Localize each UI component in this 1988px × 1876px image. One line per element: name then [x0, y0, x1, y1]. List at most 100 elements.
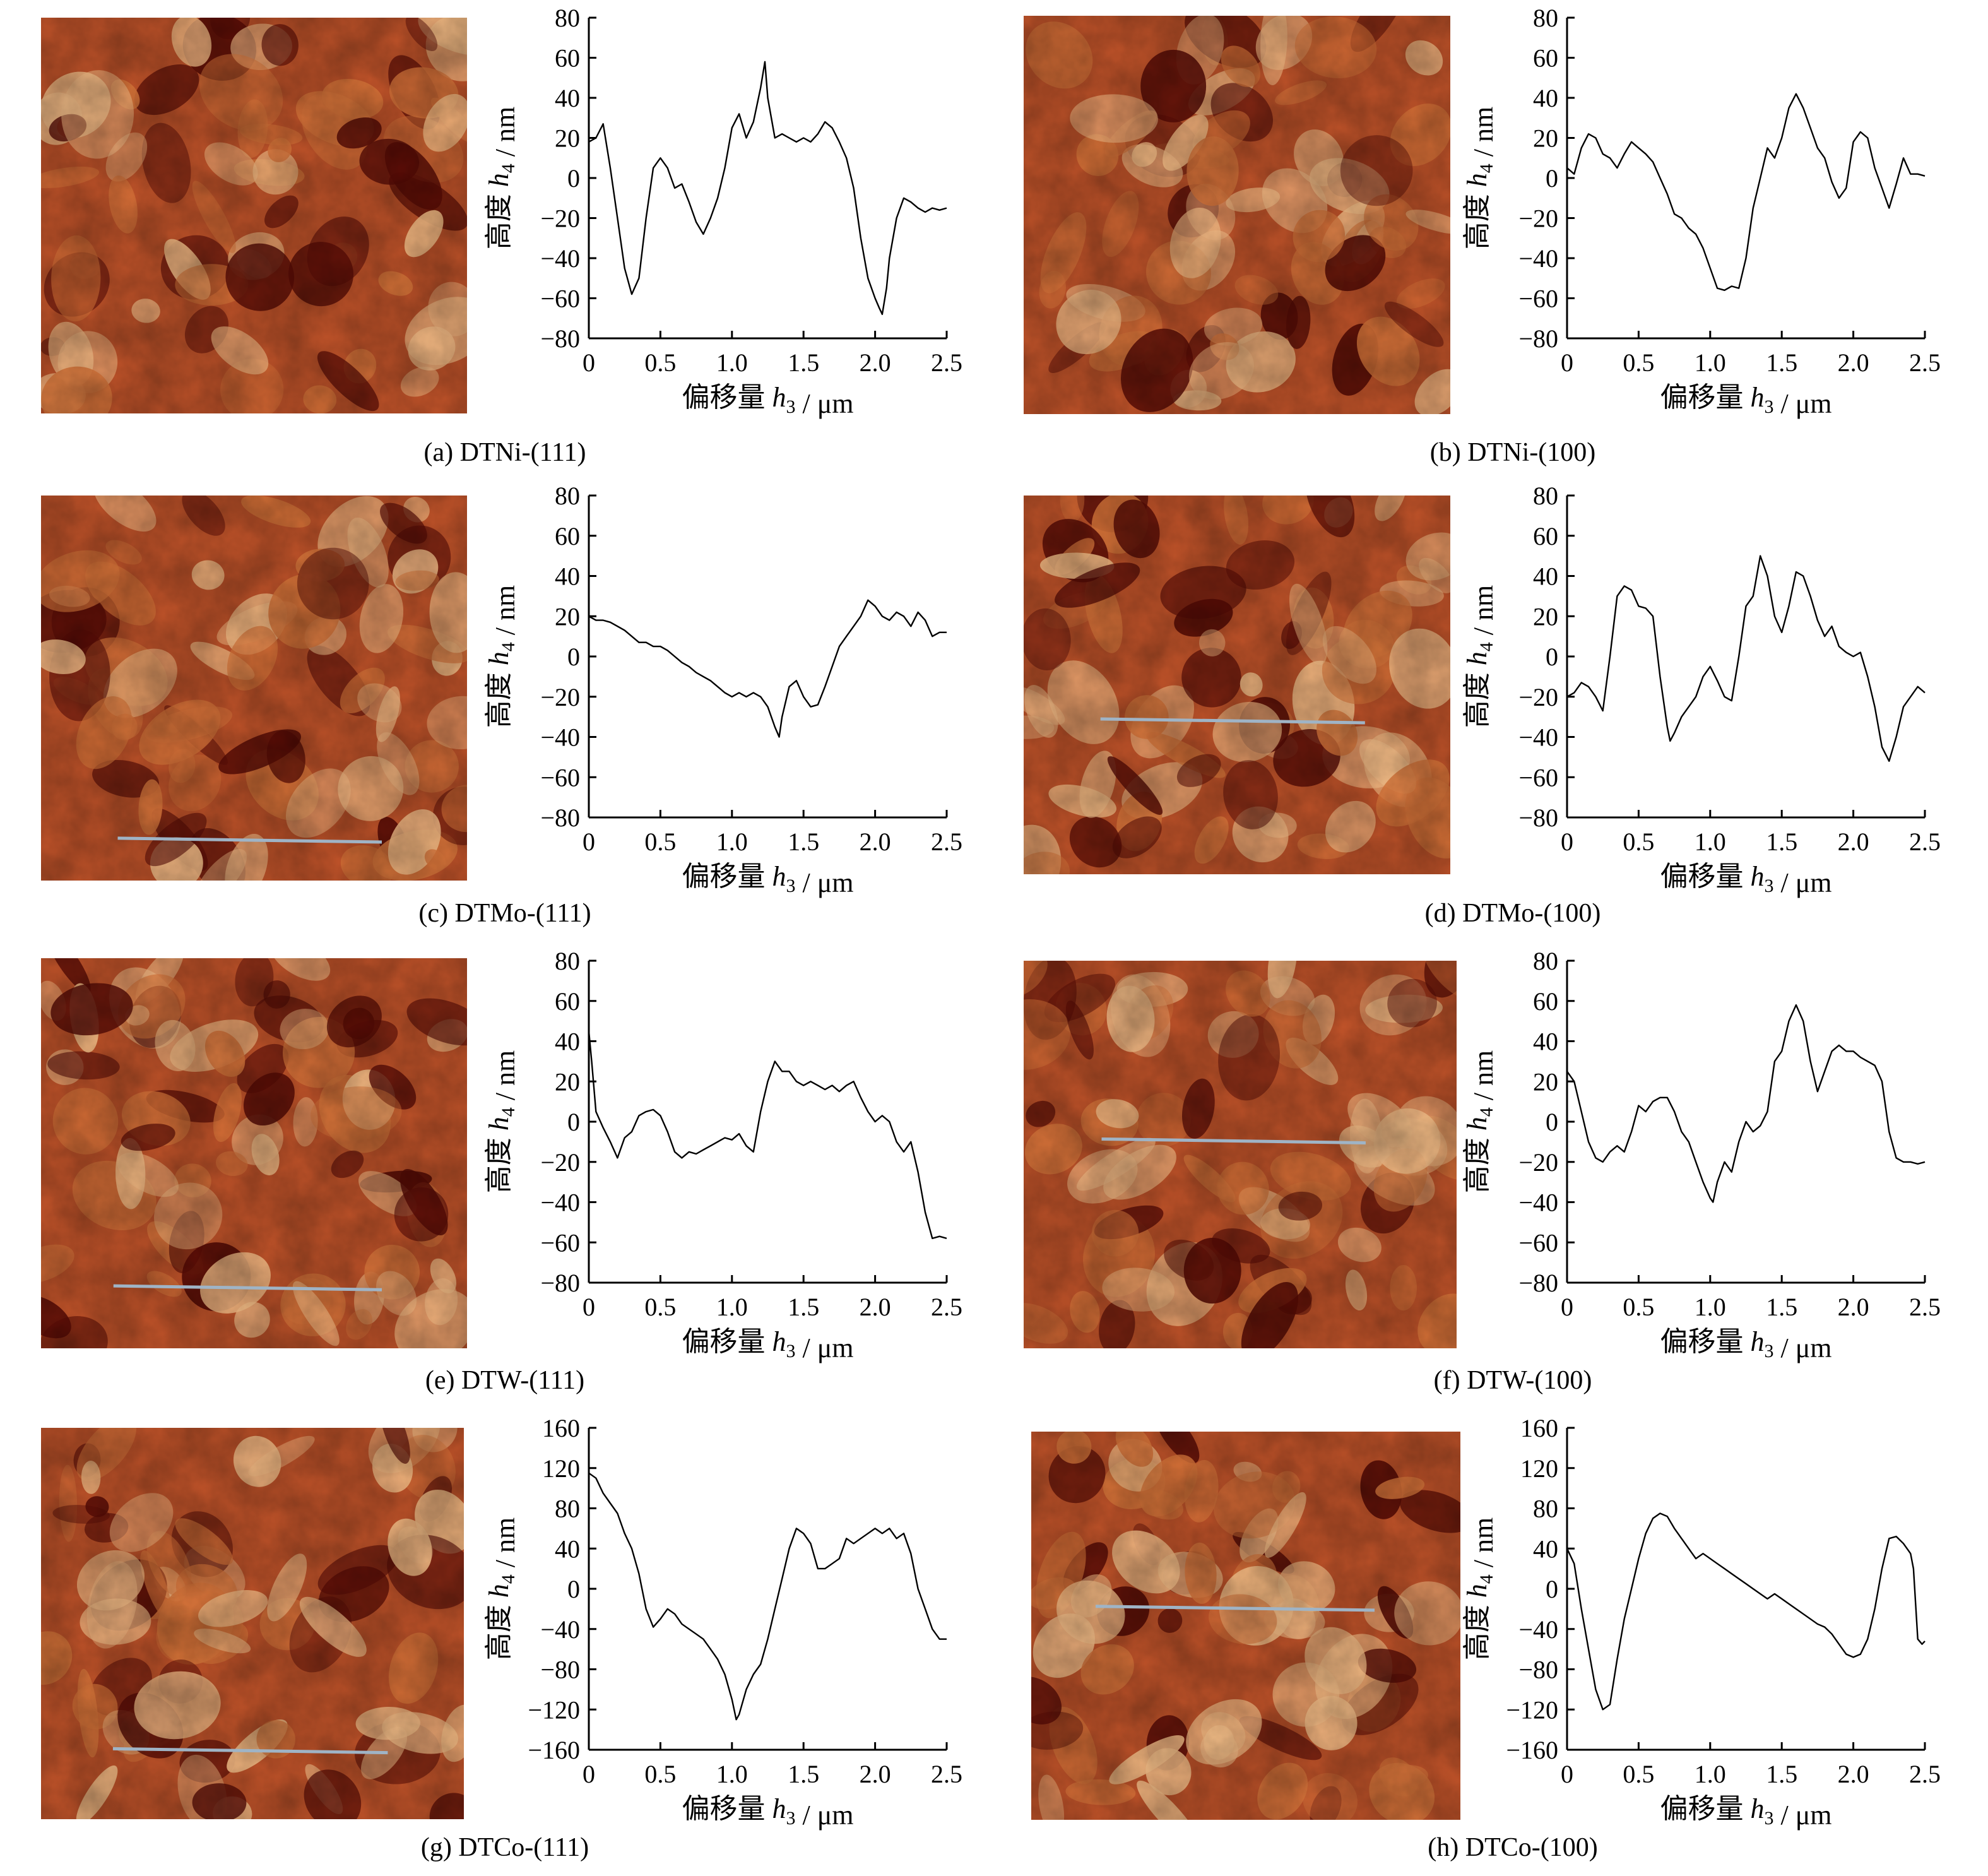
- x-tick-label: 0: [583, 348, 595, 377]
- y-tick-label: −20: [1518, 205, 1558, 233]
- y-tick-label: −80: [1518, 324, 1558, 353]
- x-tick-label: 0: [1561, 348, 1573, 377]
- x-tick-label: 0: [583, 828, 595, 856]
- x-axis-label: 偏移量 h3 / μm: [1660, 861, 1831, 898]
- y-tick-label: 0: [567, 1575, 580, 1603]
- y-tick-label: −60: [540, 1228, 580, 1257]
- x-tick-label: 1.0: [716, 1293, 748, 1321]
- y-tick-label: −80: [540, 1656, 580, 1684]
- y-axis-label: 高度 h4 / nm: [1462, 107, 1499, 249]
- y-tick-label: 80: [1533, 947, 1558, 975]
- y-tick-label: 120: [542, 1454, 580, 1483]
- y-tick-label: 40: [555, 562, 580, 591]
- y-axis-label: 高度 h4 / nm: [1462, 585, 1499, 728]
- x-tick-label: 2.0: [860, 828, 891, 856]
- x-tick-label: 0.5: [644, 828, 676, 856]
- x-tick-label: 0.5: [1623, 1760, 1654, 1788]
- y-tick-label: −20: [1518, 683, 1558, 711]
- x-tick-label: 0.5: [1623, 1293, 1654, 1321]
- panel-caption: (e) DTW-(111): [425, 1366, 584, 1395]
- y-tick-label: 80: [1533, 1495, 1558, 1523]
- afm-texture: [1031, 1432, 1460, 1820]
- x-tick-label: 2.0: [860, 1760, 891, 1788]
- y-tick-label: 60: [555, 44, 580, 73]
- height-profile-line: [1566, 1512, 1926, 1711]
- afm-image: [1024, 961, 1457, 1348]
- afm-image: [1024, 496, 1450, 874]
- afm-image: [41, 958, 467, 1348]
- x-tick-label: 2.0: [1838, 1293, 1869, 1321]
- y-tick-label: 80: [555, 947, 580, 975]
- afm-texture: [41, 18, 467, 413]
- y-tick-label: 160: [542, 1414, 580, 1442]
- x-tick-label: 0.5: [1623, 348, 1654, 377]
- y-tick-label: 160: [1520, 1414, 1558, 1442]
- x-tick-label: 0.5: [644, 348, 676, 377]
- y-tick-label: −40: [540, 1189, 580, 1217]
- y-tick-label: 40: [555, 84, 580, 112]
- x-tick-label: 0: [583, 1293, 595, 1321]
- y-axis-label: 高度 h4 / nm: [1462, 1050, 1499, 1193]
- y-tick-label: 0: [1546, 164, 1558, 193]
- y-tick-label: −120: [1506, 1695, 1558, 1724]
- afm-image: [41, 1428, 464, 1819]
- x-tick-label: 2.0: [1838, 348, 1869, 377]
- x-axis-label: 偏移量 h3 / μm: [1660, 382, 1831, 419]
- afm-texture: [41, 1428, 464, 1819]
- y-tick-label: 0: [1546, 643, 1558, 671]
- y-tick-label: −60: [540, 763, 580, 792]
- y-tick-label: 20: [1533, 124, 1558, 153]
- x-tick-label: 1.0: [1695, 1760, 1726, 1788]
- x-tick-label: 0: [1561, 828, 1573, 856]
- afm-texture: [41, 958, 467, 1348]
- x-tick-label: 0.5: [1623, 828, 1654, 856]
- x-axis-label: 偏移量 h3 / μm: [682, 382, 853, 419]
- y-tick-label: −80: [1518, 1656, 1558, 1684]
- y-tick-label: 40: [1533, 1028, 1558, 1056]
- x-axis-label: 偏移量 h3 / μm: [1660, 1326, 1831, 1363]
- y-tick-label: 40: [1533, 84, 1558, 112]
- y-tick-label: 0: [567, 164, 580, 193]
- y-axis-label: 高度 h4 / nm: [483, 107, 521, 249]
- y-tick-label: 20: [1533, 602, 1558, 631]
- y-axis-label: 高度 h4 / nm: [483, 585, 521, 728]
- y-axis-label: 高度 h4 / nm: [483, 1517, 521, 1660]
- scan-line: [1095, 1605, 1375, 1612]
- y-axis-label: 高度 h4 / nm: [1462, 1517, 1499, 1660]
- panel-caption: (b) DTNi-(100): [1430, 438, 1595, 467]
- height-profile-line: [588, 1472, 947, 1721]
- y-tick-label: −80: [1518, 1269, 1558, 1297]
- y-tick-label: 40: [555, 1028, 580, 1056]
- y-tick-label: 20: [555, 124, 580, 153]
- x-tick-label: 2.5: [1909, 828, 1941, 856]
- x-tick-label: 1.0: [716, 1760, 748, 1788]
- x-axis-label: 偏移量 h3 / μm: [1660, 1793, 1831, 1831]
- y-tick-label: −20: [540, 1148, 580, 1177]
- x-tick-label: 1.0: [1695, 828, 1726, 856]
- y-tick-label: −60: [1518, 1228, 1558, 1257]
- y-tick-label: −120: [528, 1695, 580, 1724]
- y-tick-label: −20: [1518, 1148, 1558, 1177]
- y-tick-label: 60: [1533, 987, 1558, 1016]
- x-tick-label: 2.0: [1838, 828, 1869, 856]
- panel-caption: (g) DTCo-(111): [421, 1833, 589, 1862]
- y-tick-label: −60: [1518, 285, 1558, 313]
- x-tick-label: 2.5: [1909, 1760, 1941, 1788]
- x-tick-label: 1.5: [788, 1293, 819, 1321]
- x-tick-label: 1.5: [1766, 348, 1797, 377]
- x-tick-label: 1.5: [1766, 828, 1797, 856]
- y-tick-label: 0: [567, 643, 580, 671]
- y-tick-label: −80: [540, 1269, 580, 1297]
- y-tick-label: 80: [1533, 482, 1558, 510]
- y-tick-label: 0: [1546, 1575, 1558, 1603]
